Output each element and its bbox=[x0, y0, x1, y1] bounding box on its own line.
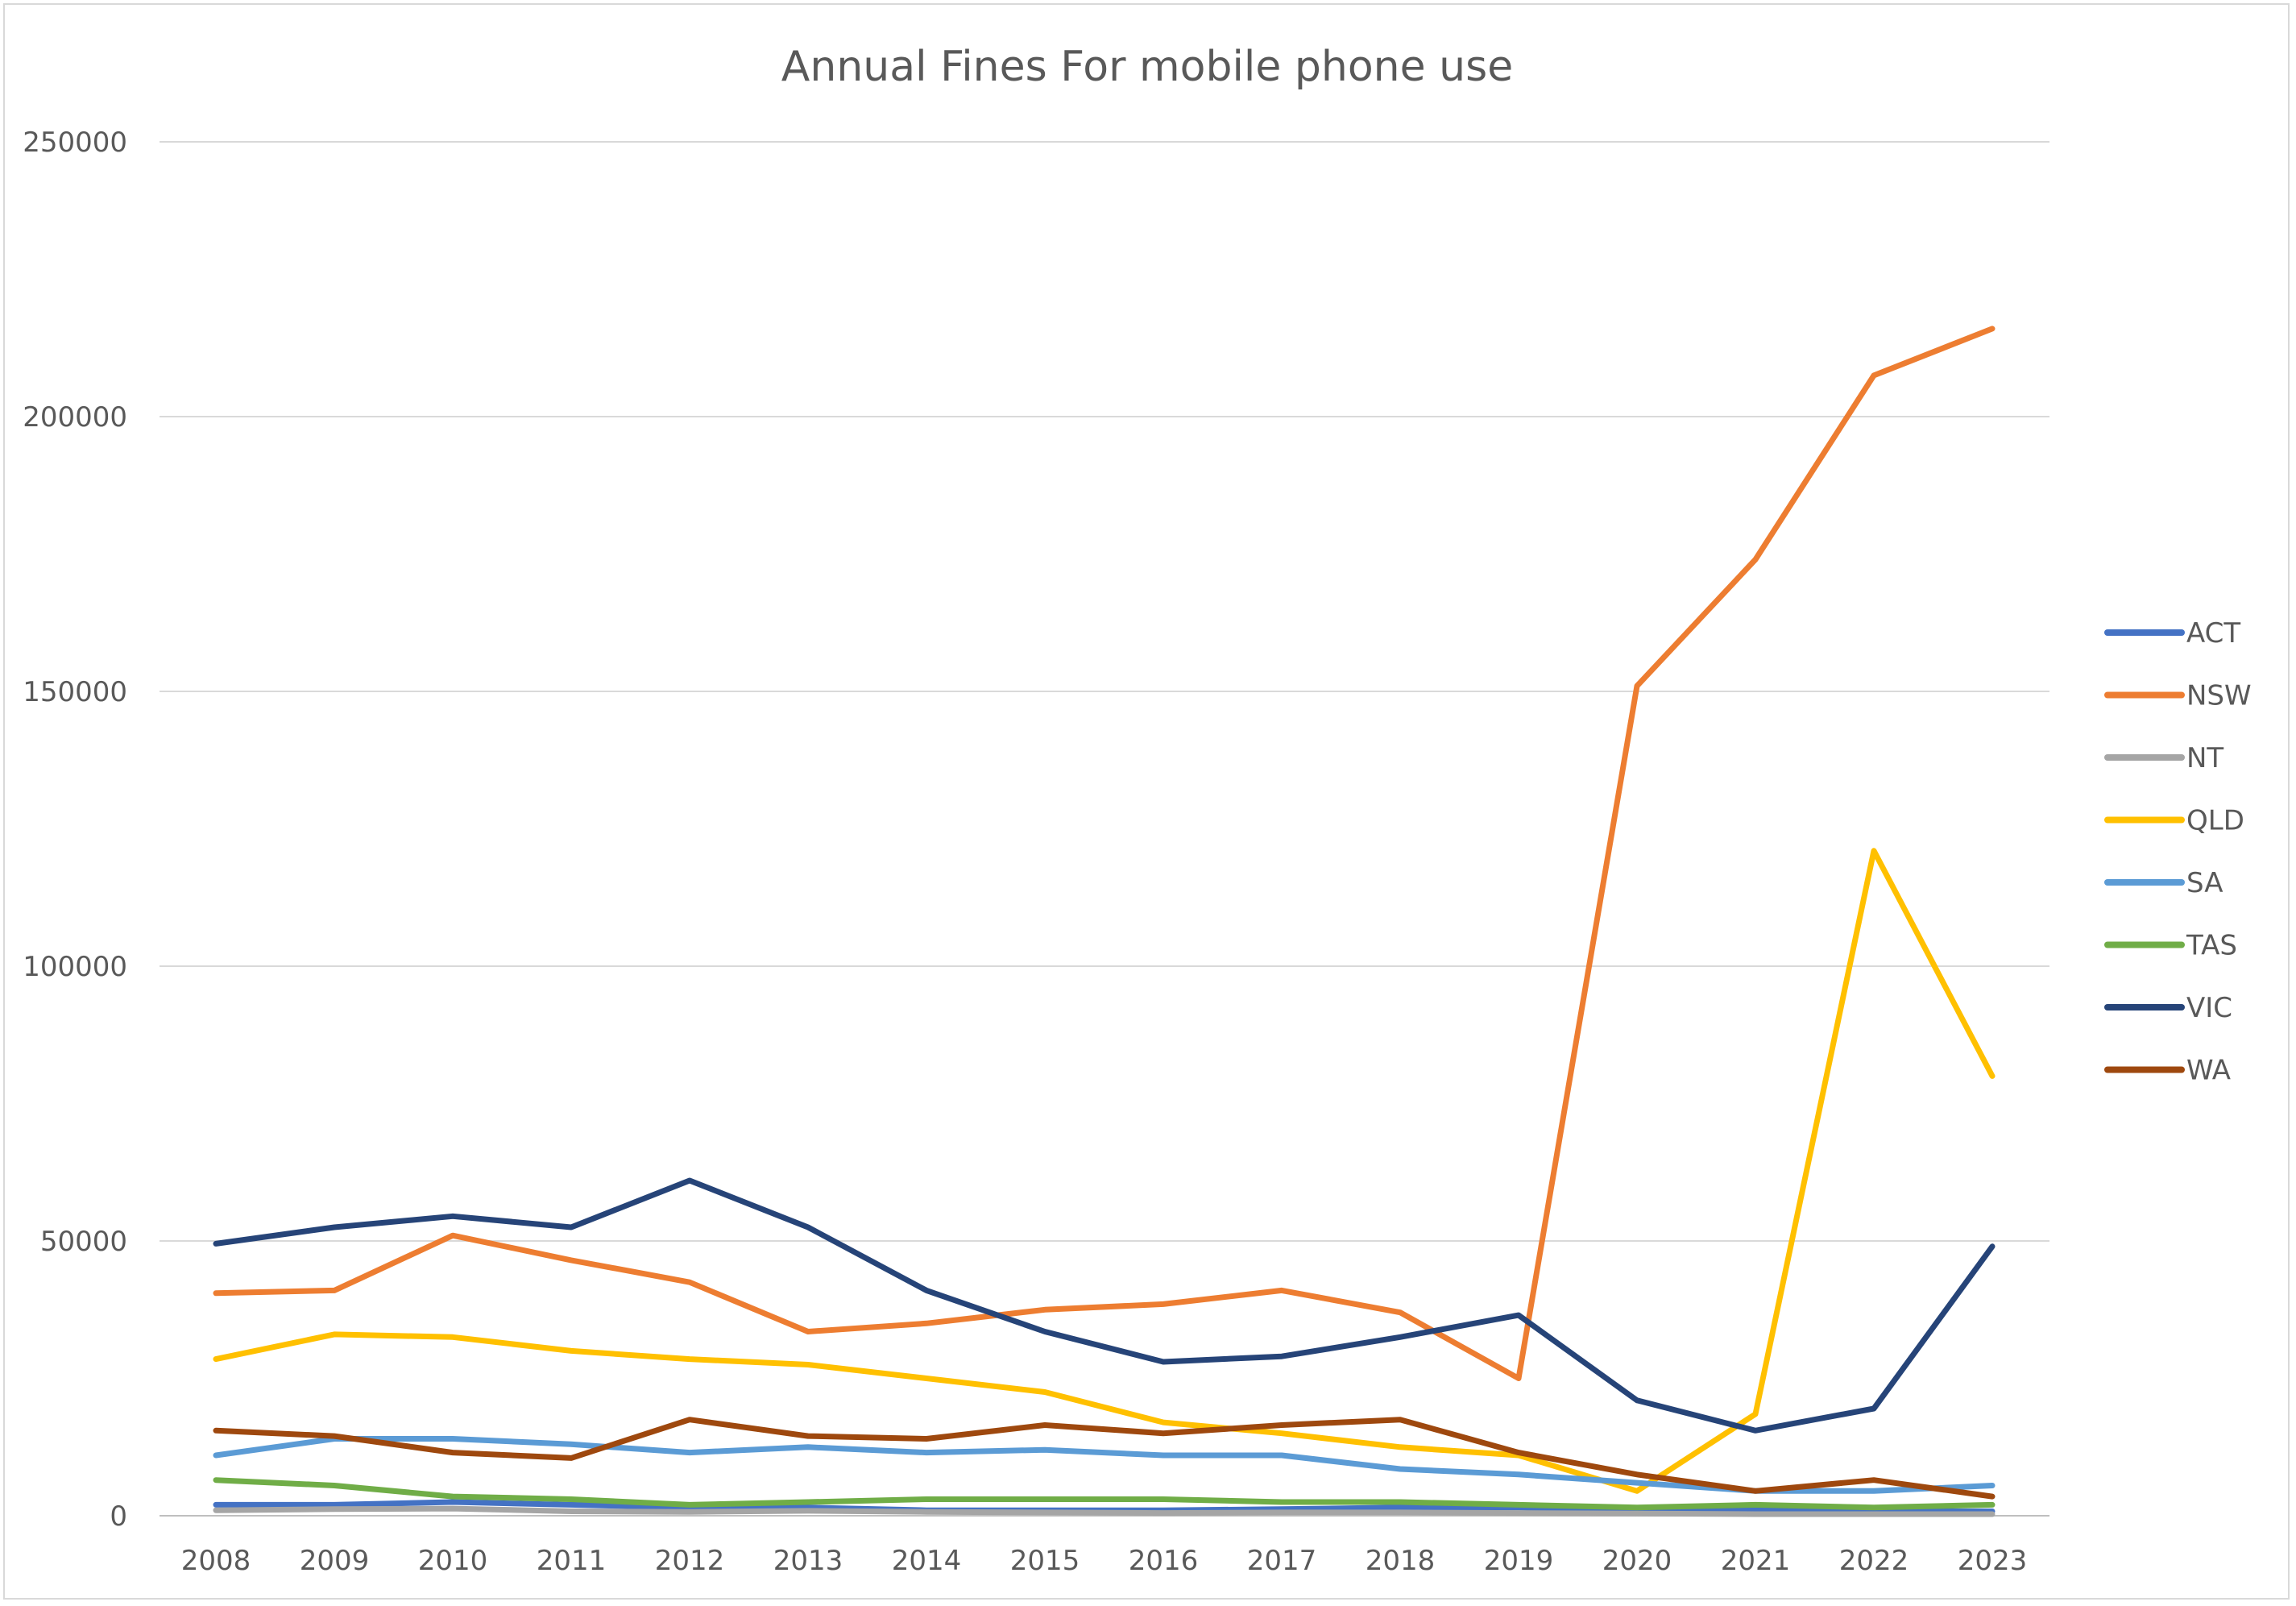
line-chart: Annual Fines For mobile phone use 0 50000… bbox=[23, 43, 2252, 1577]
x-tick-label: 2011 bbox=[537, 1545, 607, 1577]
x-tick-label: 2014 bbox=[892, 1545, 962, 1577]
x-tick-label: 2022 bbox=[1839, 1545, 1909, 1577]
chart-frame: Annual Fines For mobile phone use 0 50000… bbox=[3, 3, 2290, 1600]
y-axis-tick-labels: 0 50000 100000 150000 200000 250000 bbox=[23, 127, 127, 1533]
x-tick-label: 2015 bbox=[1010, 1545, 1080, 1577]
legend-label: WA bbox=[2186, 1055, 2231, 1087]
x-tick-label: 2013 bbox=[773, 1545, 843, 1577]
legend-label: ACT bbox=[2186, 617, 2240, 649]
legend-item-tas: TAS bbox=[2104, 930, 2237, 962]
y-tick-label: 0 bbox=[110, 1500, 127, 1533]
series-line-nsw bbox=[213, 326, 1996, 1381]
legend-label: NT bbox=[2186, 742, 2223, 774]
series-line-tas bbox=[213, 1477, 1996, 1511]
x-tick-label: 2020 bbox=[1602, 1545, 1672, 1577]
y-tick-label: 200000 bbox=[23, 401, 127, 434]
y-tick-label: 100000 bbox=[23, 951, 127, 983]
x-tick-label: 2021 bbox=[1721, 1545, 1791, 1577]
legend-label: QLD bbox=[2186, 805, 2244, 837]
series-line-vic bbox=[213, 1177, 1996, 1434]
series-line-sa bbox=[213, 1436, 1996, 1494]
x-tick-label: 2018 bbox=[1366, 1545, 1436, 1577]
chart-title: Annual Fines For mobile phone use bbox=[781, 43, 1513, 91]
x-tick-label: 2019 bbox=[1484, 1545, 1554, 1577]
x-tick-label: 2010 bbox=[418, 1545, 488, 1577]
series-line-wa bbox=[213, 1417, 1996, 1500]
series-line-qld bbox=[213, 848, 1996, 1494]
legend-item-qld: QLD bbox=[2104, 805, 2244, 837]
x-axis-tick-labels: 2008 2009 2010 2011 2012 2013 2014 2015 2016 2017… bbox=[181, 1545, 2028, 1577]
legend-label: VIC bbox=[2186, 992, 2232, 1024]
x-tick-label: 2017 bbox=[1247, 1545, 1317, 1577]
y-tick-label: 50000 bbox=[40, 1226, 127, 1258]
x-tick-label: 2023 bbox=[1958, 1545, 2028, 1577]
legend-item-nt: NT bbox=[2104, 742, 2223, 774]
x-tick-label: 2012 bbox=[655, 1545, 725, 1577]
legend-label: NSW bbox=[2186, 680, 2252, 712]
legend-item-nsw: NSW bbox=[2104, 680, 2252, 712]
legend-item-wa: WA bbox=[2104, 1055, 2231, 1087]
series-lines bbox=[213, 326, 1996, 1517]
legend-label: TAS bbox=[2186, 930, 2237, 962]
legend: ACT NSW NT QLD SA TAS VIC WA bbox=[2104, 617, 2252, 1087]
legend-item-sa: SA bbox=[2104, 867, 2223, 899]
series-line-nt bbox=[213, 1505, 1996, 1517]
y-tick-label: 250000 bbox=[23, 127, 127, 159]
legend-item-vic: VIC bbox=[2104, 992, 2232, 1024]
legend-item-act: ACT bbox=[2104, 617, 2240, 649]
legend-label: SA bbox=[2186, 867, 2223, 899]
x-tick-label: 2009 bbox=[300, 1545, 370, 1577]
x-tick-label: 2016 bbox=[1129, 1545, 1199, 1577]
x-tick-label: 2008 bbox=[181, 1545, 251, 1577]
y-tick-label: 150000 bbox=[23, 676, 127, 708]
